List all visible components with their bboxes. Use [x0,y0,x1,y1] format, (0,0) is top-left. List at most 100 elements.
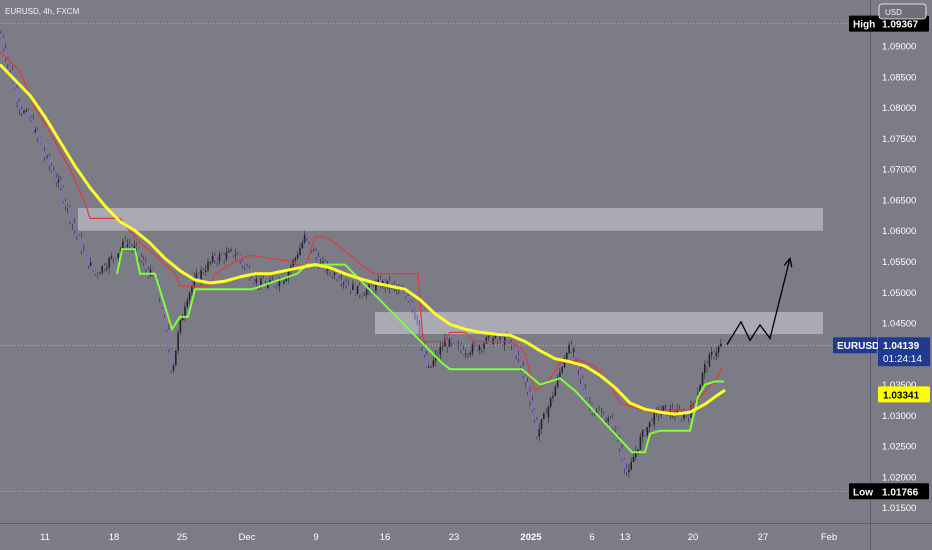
candle-body [87,254,90,266]
candle-body [605,421,607,423]
x-tick-label: 2025 [520,532,542,543]
candle-body [662,405,665,412]
candle-body [260,278,262,286]
last-price-box [878,337,930,367]
yellow-moving-average [0,63,726,416]
candle-body [41,143,44,151]
candle-body [246,266,248,269]
candle-body [333,272,336,276]
currency-button[interactable]: USD [878,3,927,20]
candle-body [129,244,131,247]
candle-body [464,354,467,355]
projection-arrow [726,258,791,345]
high-label-text: High [853,20,875,31]
candle-body [154,275,156,280]
candle-body [255,279,258,283]
candle-body [710,352,713,355]
x-tick-label: Feb [821,532,837,543]
candle-body [386,280,389,288]
candle-body [713,352,715,357]
candle-body [554,386,557,396]
candle-body [531,400,534,410]
price-axis[interactable]: 1.095001.090001.085001.080001.075001.070… [882,11,916,514]
candle-body [370,285,373,287]
candle-body [683,413,685,419]
candle-body [653,411,655,425]
candle-body [540,419,543,429]
candle-body [444,339,446,347]
candle-body [273,282,276,286]
candle-body [96,273,99,275]
candle-body [308,238,310,242]
candle-body [375,283,377,291]
candle-body [687,414,690,418]
candle-body [103,265,106,269]
projection-layer [726,256,793,345]
candle-body [595,411,598,413]
y-tick-label: 1.04500 [882,319,916,330]
candle-body [89,262,92,266]
candle-body [639,436,642,450]
y-tick-label: 1.07000 [882,165,916,176]
x-tick-label: 27 [758,532,769,543]
candle-body [191,286,193,293]
x-tick-label: 13 [620,532,631,543]
candle-body [138,247,140,258]
candle-body [517,355,520,358]
candle-body [299,248,301,255]
candle-body [437,354,439,356]
candle-body [248,268,251,278]
candle-body [179,320,182,333]
candle-body [43,151,46,157]
candle-body [428,366,430,368]
candle-body [0,33,2,38]
candle-body [612,418,614,429]
candle-body [85,250,87,255]
candle-body [485,337,488,344]
candle-body [715,352,718,357]
candle-body [414,310,416,316]
candle-body [644,430,646,436]
candle-body [467,354,469,355]
candle-body [439,347,442,355]
symbol-price-tag [833,337,877,354]
candle-body [451,339,453,343]
candle-body [142,260,145,263]
candle-body [14,82,16,88]
candle-body [112,256,115,258]
candle-body [20,109,23,113]
candle-body [287,271,290,279]
candle-body [407,296,409,301]
candle-body [607,418,609,422]
candle-body [267,284,269,288]
candle-body [632,457,635,462]
candle-body [570,345,573,352]
candle-body [416,315,419,325]
candle-body [480,345,483,349]
projection-arrowhead [783,256,793,268]
x-tick-label: 9 [313,532,318,543]
candle-body [108,258,110,268]
y-tick-label: 1.06000 [882,226,916,237]
candle-body [446,339,448,347]
candle-body [39,138,41,144]
time-axis[interactable]: 11 18 25 Dec 9 16 23 2025 6 13 20 27 Feb [40,532,837,543]
y-tick-label: 1.08000 [882,103,916,114]
candle-body [651,421,653,425]
candle-body [630,462,632,470]
candle-body [94,270,97,274]
candle-body [418,324,421,337]
zones-layer [78,207,823,335]
candle-body [469,352,471,355]
candle-body [460,345,462,350]
candle-body [671,409,674,414]
symbol-title[interactable]: EURUSD, 4h, FXCM [5,7,80,16]
y-tick-label: 1.05500 [882,257,916,268]
high-label-box [849,15,929,32]
candle-body [398,289,400,290]
candle-body [83,250,85,251]
candle-body [32,119,34,132]
price-labels: High 1.09367 Low 1.01766 EURUSD 1.04139 01:24:… [833,15,930,500]
